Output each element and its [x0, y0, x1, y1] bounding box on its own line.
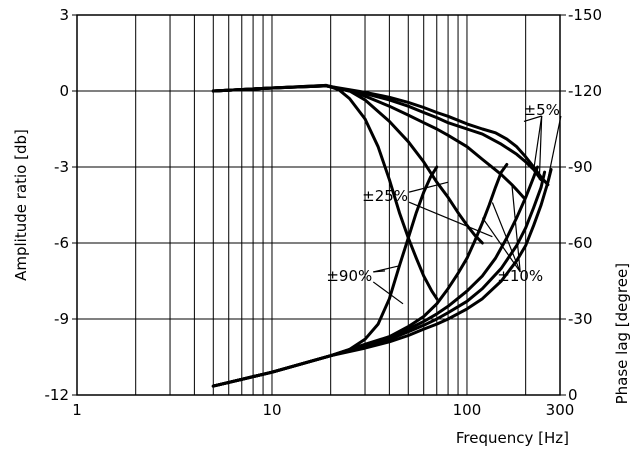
grid-lines — [72, 14, 566, 396]
x-axis-title: Frequency [Hz] — [456, 429, 569, 447]
annotation-leader — [373, 265, 400, 273]
right-tick-label: -30 — [568, 310, 593, 328]
annotations: ±5% ±25% ±10% ±90% — [326, 101, 560, 285]
x-tick-label: 10 — [262, 401, 281, 419]
right-tick-label: -120 — [568, 82, 602, 100]
annotation-label: ±10% — [497, 267, 543, 285]
annotation-leader — [523, 115, 542, 122]
annotation-leader — [538, 115, 543, 180]
annotation-leader — [533, 115, 543, 170]
annotation-leader — [511, 184, 521, 272]
annotation-leader — [373, 270, 386, 273]
right-tick-label: -60 — [568, 234, 593, 252]
annotation-leader — [491, 202, 521, 273]
left-tick-label: 3 — [59, 6, 69, 24]
left-tick-label: -9 — [54, 310, 69, 328]
left-y-axis-title: Amplitude ratio [db] — [12, 129, 30, 281]
curves — [211, 83, 553, 388]
x-tick-label: 1 — [72, 401, 82, 419]
annotation-leader — [408, 181, 449, 193]
left-tick-label: 0 — [59, 82, 69, 100]
amplitude-curve-2 — [211, 83, 484, 245]
right-tick-label: -90 — [568, 158, 593, 176]
annotation-leader — [372, 281, 404, 305]
annotation-label: ±5% — [524, 101, 560, 119]
left-tick-label: -6 — [54, 234, 69, 252]
annotation-label: ±25% — [362, 187, 408, 205]
amplitude-curve-5 — [211, 84, 550, 187]
right-y-axis-title: Phase lag [degree] — [613, 263, 631, 404]
plot-frame — [76, 14, 561, 396]
left-tick-label: -12 — [45, 386, 70, 404]
right-tick-label: 0 — [568, 386, 578, 404]
annotation-leader — [408, 201, 493, 238]
annotation-leader — [481, 217, 521, 273]
x-tick-label: 300 — [546, 401, 575, 419]
annotation-label: ±90% — [326, 267, 372, 285]
annotation-leader — [545, 115, 562, 188]
left-y-tick-labels: 3 0 -3 -6 -9 -12 — [45, 6, 70, 404]
x-tick-labels: 1 10 100 300 — [72, 401, 574, 419]
left-tick-label: -3 — [54, 158, 69, 176]
right-y-tick-labels: -150 -120 -90 -60 -30 0 — [568, 6, 602, 404]
annotation-leaders — [372, 115, 562, 305]
right-tick-label: -150 — [568, 6, 602, 24]
phase-curve-10 — [211, 168, 553, 388]
x-tick-label: 100 — [453, 401, 482, 419]
